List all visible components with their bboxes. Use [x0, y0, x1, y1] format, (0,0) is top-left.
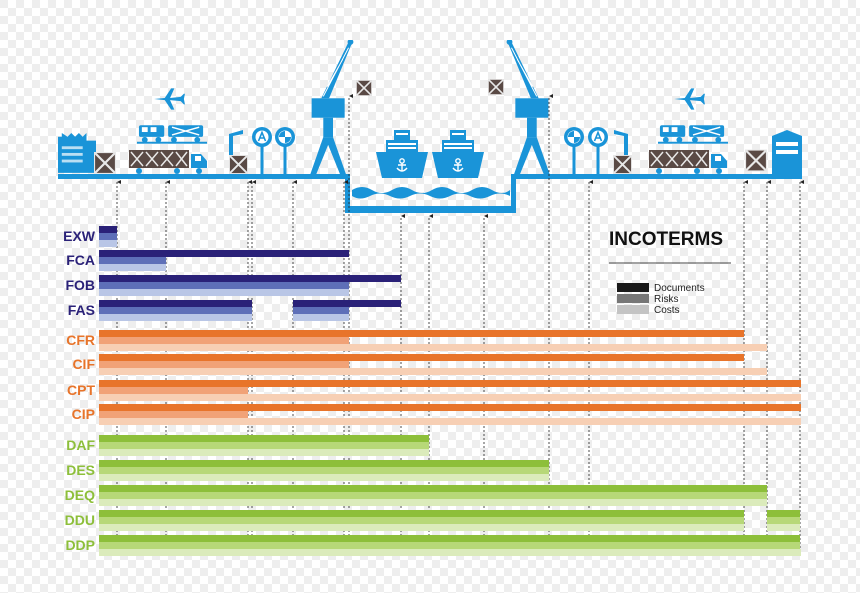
bar-cif-doc	[99, 354, 744, 361]
term-label-des: DES	[66, 462, 95, 478]
bar-cfr-doc	[99, 330, 744, 337]
legend-swatch-risks	[617, 294, 649, 303]
term-label-fob: FOB	[65, 277, 95, 293]
bar-fas-cost	[99, 314, 252, 321]
crate-icon	[356, 80, 372, 96]
term-label-deq: DEQ	[65, 487, 95, 503]
term-bars	[99, 226, 801, 556]
bar-daf-doc	[99, 435, 429, 442]
term-label-cip: CIP	[72, 406, 95, 422]
bar-cip-doc	[99, 404, 801, 411]
term-label-cif: CIF	[72, 356, 95, 372]
harbour-basin	[345, 174, 516, 213]
bar-cpt-risk	[99, 387, 248, 394]
crate-icon	[613, 155, 632, 174]
diagram-title: INCOTERMS	[609, 229, 723, 250]
bar-cif-cost	[99, 368, 767, 375]
term-label-cfr: CFR	[66, 332, 95, 348]
term-label-daf: DAF	[66, 437, 95, 453]
term-label-ddu: DDU	[65, 512, 95, 528]
bar-fca-risk	[99, 257, 166, 264]
legend-label-risks: Risks	[654, 294, 678, 305]
bar-des-doc	[99, 460, 549, 467]
bar-daf-risk	[99, 442, 429, 449]
term-label-ddp: DDP	[65, 537, 95, 553]
legend-label-documents: Documents	[654, 283, 705, 294]
warehouse-icon	[772, 130, 802, 174]
bar-cip-risk	[99, 411, 248, 418]
legend-label-costs: Costs	[654, 305, 680, 316]
bar-deq-cost	[99, 499, 767, 506]
anchor-sign-icon	[588, 127, 608, 174]
bar-cif-risk	[99, 361, 349, 368]
term-labels: EXW FCA FOB FAS CFR CIF CPT CIP DAF DES DEQ DDU DDP	[63, 228, 96, 553]
bar-fob-doc	[99, 275, 401, 282]
anchor-sign-icon	[564, 127, 584, 174]
term-label-fas: FAS	[68, 302, 95, 318]
bar-deq-doc	[99, 485, 767, 492]
bar-daf-cost	[99, 449, 429, 456]
anchor-sign-icon	[275, 127, 295, 174]
transport-icons	[58, 40, 802, 213]
waves-icon	[352, 187, 510, 199]
bar-cpt-doc	[99, 380, 801, 387]
bar-exw-risk	[99, 233, 117, 240]
bar-fca-cost	[99, 264, 166, 271]
bar-cfr-cost	[99, 344, 767, 351]
crate-icon	[229, 155, 248, 174]
bar-fca-doc	[99, 250, 349, 257]
origin-ground	[58, 174, 348, 179]
bar-fas-doc	[99, 300, 252, 307]
bar-fas-risk	[293, 307, 349, 314]
crate-icon	[488, 79, 504, 95]
bar-fob-risk	[99, 282, 349, 289]
bar-fob-cost	[99, 289, 349, 296]
bar-ddp-risk	[99, 542, 800, 549]
bar-fas-risk	[99, 307, 252, 314]
term-label-fca: FCA	[66, 252, 95, 268]
bar-cip-cost	[99, 418, 801, 425]
bar-cfr-risk	[99, 337, 349, 344]
bar-ddu-cost	[99, 524, 744, 531]
legend-swatch-costs	[617, 305, 649, 314]
legend: INCOTERMS Documents Risks Costs	[609, 229, 731, 316]
bar-deq-risk	[99, 492, 767, 499]
bar-ddp-cost	[99, 549, 801, 556]
destination-ground	[511, 174, 802, 179]
bar-exw-cost	[99, 240, 117, 247]
bar-des-cost	[99, 474, 549, 481]
crate-icon	[745, 148, 767, 173]
term-label-exw: EXW	[63, 228, 96, 244]
bar-ddu-risk	[99, 517, 744, 524]
anchor-sign-icon	[252, 127, 272, 174]
bar-ddu-risk	[767, 517, 800, 524]
legend-swatch-documents	[617, 283, 649, 292]
bar-ddu-doc	[99, 510, 744, 517]
bar-fas-cost	[293, 314, 349, 321]
bar-exw-doc	[99, 226, 117, 233]
bar-ddp-doc	[99, 535, 800, 542]
bar-des-risk	[99, 467, 549, 474]
bar-ddu-doc	[767, 510, 800, 517]
bar-cpt-cost	[99, 394, 801, 401]
crate-icon	[94, 152, 116, 174]
bar-ddu-cost	[767, 524, 800, 531]
bar-fas-doc	[293, 300, 401, 307]
term-label-cpt: CPT	[67, 382, 95, 398]
